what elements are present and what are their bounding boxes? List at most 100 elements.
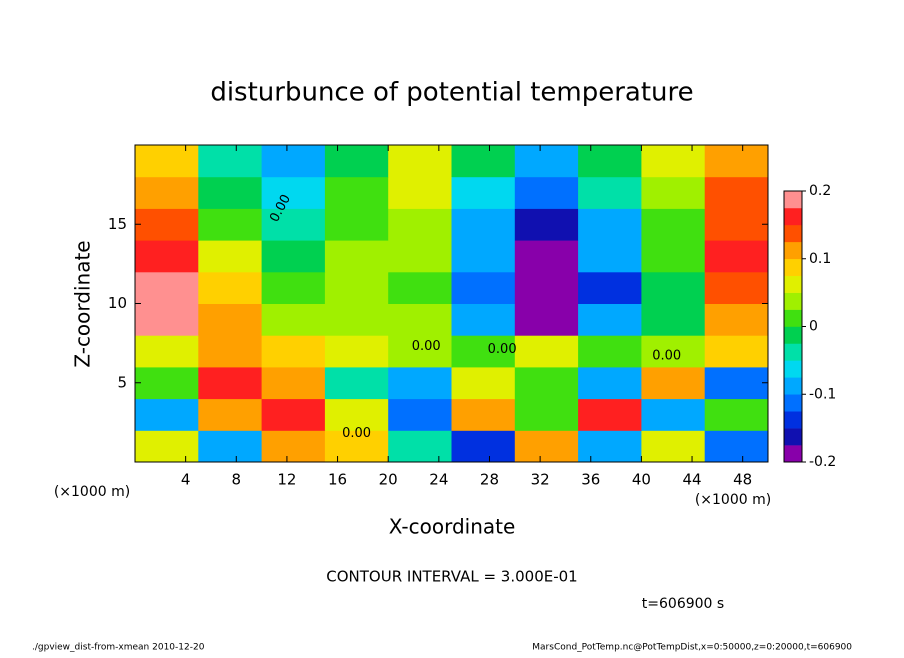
contour-label: 0.00 [342, 426, 371, 441]
field-cell [514, 430, 579, 463]
colorbar-swatch [784, 224, 802, 243]
field-cell [198, 176, 263, 209]
field-cell [704, 208, 769, 241]
chart-title: disturbunce of potential temperature [210, 78, 693, 108]
field-cell [388, 208, 452, 241]
colorbar-swatch [784, 411, 802, 429]
field-cell [514, 240, 579, 273]
x-tick-label: 28 [480, 471, 499, 489]
field-cell [641, 145, 706, 178]
field-cell [704, 366, 769, 400]
colorbar-swatch [784, 445, 802, 463]
field-cell [135, 240, 199, 273]
field-cell [261, 398, 326, 431]
field-cell [135, 208, 199, 241]
field-cell [578, 145, 642, 178]
field-cell [578, 176, 642, 209]
field-cell [704, 398, 769, 431]
field-cell [641, 271, 706, 304]
field-cell [514, 335, 579, 368]
x-tick-label: 40 [632, 471, 651, 489]
field-cell [135, 398, 199, 431]
field-cell [641, 335, 706, 368]
field-cell [324, 176, 389, 209]
field [135, 145, 769, 463]
colorbar-swatch [784, 275, 802, 293]
field-cell [704, 303, 769, 336]
field-cell [514, 145, 579, 178]
x-tick-label: 48 [733, 471, 752, 489]
field-cell [261, 303, 326, 336]
field-cell [388, 176, 452, 209]
colorbar-swatch [784, 292, 802, 310]
field-cell [261, 240, 326, 273]
field-cell [388, 430, 452, 463]
field-cell [135, 335, 199, 368]
colorbar-tick-label: 0.1 [809, 251, 831, 267]
contour-label: 0.00 [652, 348, 681, 363]
x-tick-label: 32 [531, 471, 550, 489]
field-cell [704, 335, 769, 368]
field-cell [261, 271, 326, 304]
field-cell [641, 398, 706, 431]
contour-label: 0.00 [412, 339, 441, 354]
x-tick-label: 4 [181, 471, 191, 489]
field-cell [324, 271, 389, 304]
field-cell [578, 398, 642, 431]
field-cell [704, 271, 769, 304]
field-cell [388, 271, 452, 304]
field-cell [578, 271, 642, 304]
field-cell [261, 208, 326, 241]
field-cell [135, 176, 199, 209]
contour-interval: CONTOUR INTERVAL = 3.000E-01 [326, 568, 577, 586]
field-cell [198, 335, 263, 368]
field-cell [324, 366, 389, 400]
field-cell [514, 303, 579, 336]
field-cell [641, 208, 706, 241]
x-tick-label: 20 [379, 471, 398, 489]
field-cell [261, 176, 326, 209]
field-cell [324, 240, 389, 273]
field-cell [198, 208, 263, 241]
colorbar-swatch [784, 343, 802, 361]
field-cell [451, 303, 516, 336]
field-cell [135, 430, 199, 463]
field-cell [451, 240, 516, 273]
field-cell [261, 335, 326, 368]
field-cell [261, 145, 326, 178]
field-cell [324, 303, 389, 336]
colorbar-swatch [784, 191, 802, 209]
field-cell [135, 271, 199, 304]
y-unit: (×1000 m) [54, 484, 130, 500]
field-cell [198, 240, 263, 273]
field-cell [578, 366, 642, 400]
field-cell [324, 145, 389, 178]
colorbar-tick-label: 0.2 [809, 183, 831, 199]
field-cell [135, 366, 199, 400]
y-axis-label: Z-coordinate [71, 240, 95, 367]
field-cell [388, 398, 452, 431]
field-cell [388, 145, 452, 178]
colorbar-tick-label: 0 [809, 319, 818, 335]
field-cell [514, 398, 579, 431]
colorbar-swatch [784, 241, 802, 260]
colorbar-swatch [784, 394, 802, 412]
field-cell [198, 145, 263, 178]
field-cell [324, 398, 389, 431]
field-cell [641, 303, 706, 336]
field-cell [641, 430, 706, 463]
field-cell [135, 303, 199, 336]
field-cell [451, 176, 516, 209]
field-cell [451, 430, 516, 463]
field-cell [388, 366, 452, 400]
field-cell [261, 430, 326, 463]
x-axis-label: X-coordinate [389, 515, 516, 539]
field-cell [324, 430, 389, 463]
field-cell [451, 145, 516, 178]
x-tick-label: 12 [277, 471, 296, 489]
field-cell [198, 398, 263, 431]
x-tick-label: 44 [682, 471, 701, 489]
field-cell [704, 430, 769, 463]
field-cell [641, 366, 706, 400]
